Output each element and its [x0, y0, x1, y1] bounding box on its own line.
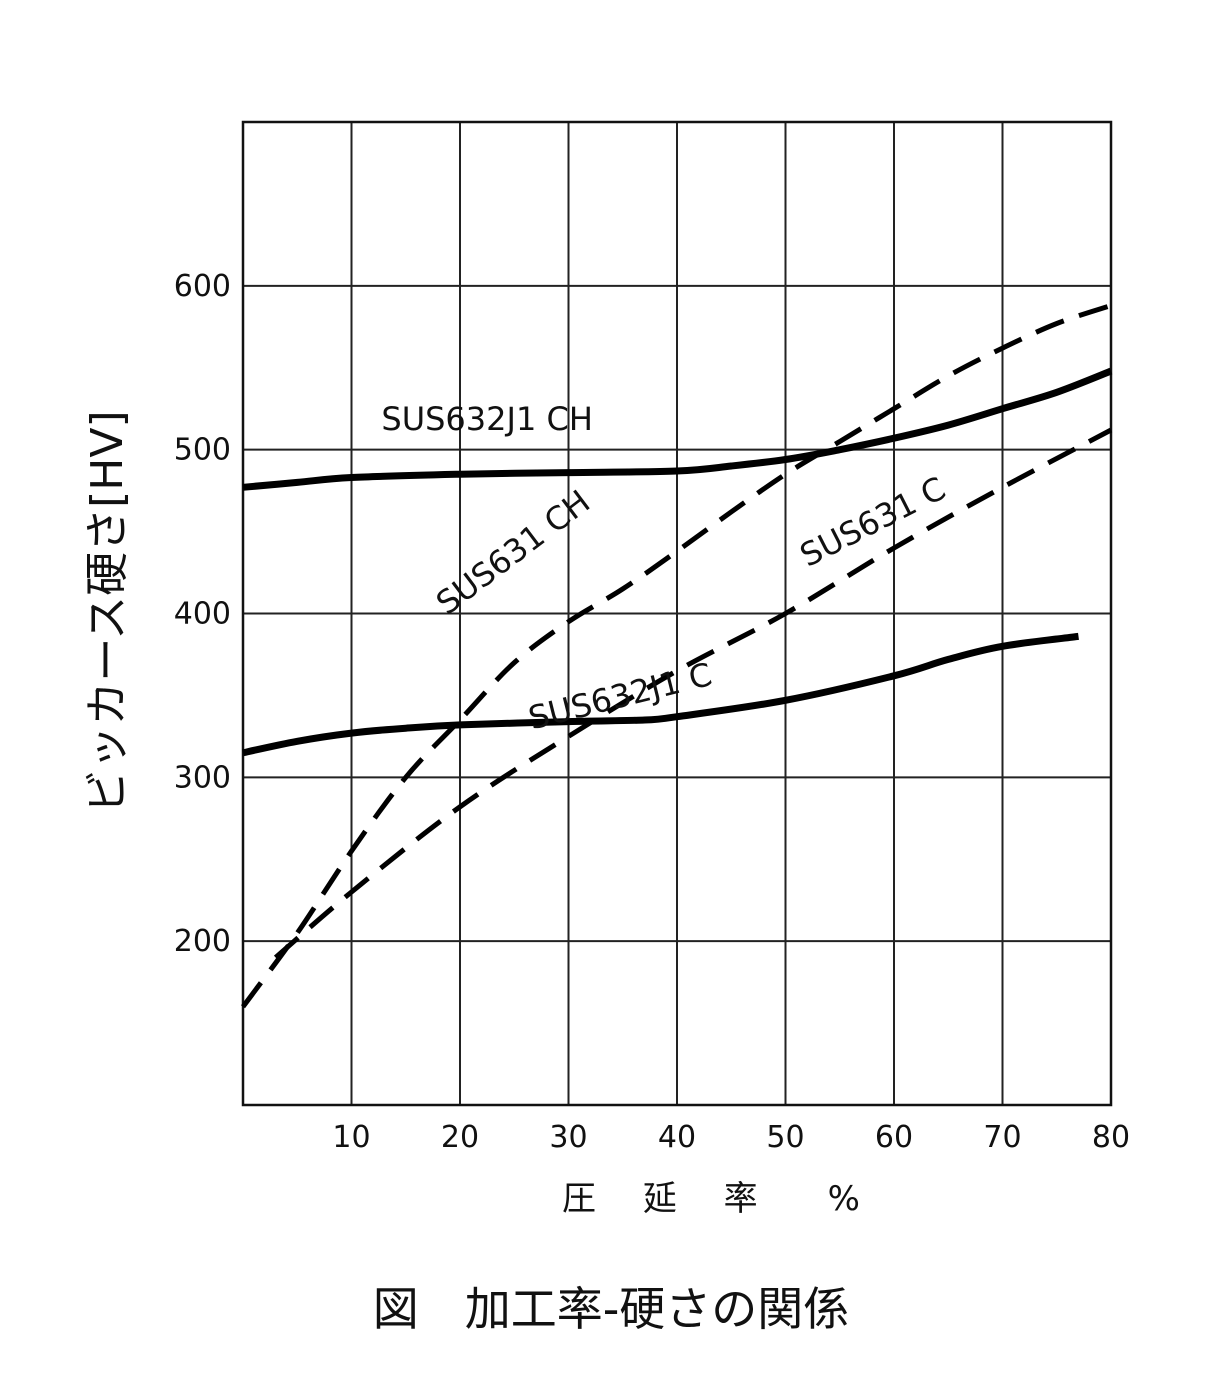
- x-tick-labels: 10 20 30 40 50 60 70 80: [332, 1120, 1130, 1155]
- x-tick-label: 80: [1092, 1120, 1130, 1155]
- x-tick-label: 60: [875, 1120, 913, 1155]
- y-tick-label: 300: [174, 760, 231, 795]
- plot-frame: [241, 120, 1113, 1107]
- series-label: SUS632J1 CH: [381, 400, 593, 438]
- series-line-sus632j1-ch: [242, 367, 1113, 491]
- y-tick-labels: 200 300 400 500 600: [174, 269, 231, 959]
- series-label: SUS631 CH: [429, 482, 597, 622]
- y-tick-label: 600: [174, 269, 231, 304]
- x-tick-label: 10: [332, 1120, 370, 1155]
- y-tick-label: 400: [174, 597, 231, 632]
- x-tick-label: 40: [658, 1120, 696, 1155]
- grid: [243, 122, 1112, 1105]
- figure-caption: 図 加工率-硬さの関係: [373, 1282, 850, 1336]
- x-tick-label: 20: [441, 1120, 479, 1155]
- x-tick-label: 70: [983, 1120, 1021, 1155]
- series-line-sus632j1-c: [242, 632, 1079, 757]
- x-tick-label: 50: [766, 1120, 804, 1155]
- series-group: [240, 303, 1113, 1009]
- series-line-sus631-ch: [240, 303, 1112, 1009]
- series-line-sus631-c: [273, 427, 1113, 960]
- series-label: SUS632J1 C: [525, 655, 716, 737]
- y-tick-label: 500: [174, 433, 231, 468]
- x-axis-title: 圧 延 率 %: [562, 1179, 878, 1219]
- y-tick-label: 200: [174, 924, 231, 959]
- x-tick-label: 30: [549, 1120, 587, 1155]
- y-axis-title: ビッカース硬さ[HV]: [82, 410, 133, 813]
